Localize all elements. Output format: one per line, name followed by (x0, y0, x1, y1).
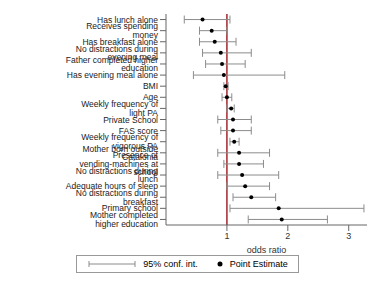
svg-text:1: 1 (224, 231, 229, 241)
svg-text:2: 2 (285, 231, 290, 241)
svg-text:BMI: BMI (143, 81, 158, 91)
svg-text:FAS score: FAS score (119, 126, 158, 136)
svg-text:Presence ofvending-machines at: Presence ofvending-machines atschool (80, 150, 159, 177)
svg-text:Age: Age (143, 92, 158, 102)
svg-text:Has lunch alone: Has lunch alone (97, 15, 158, 25)
svg-text:3: 3 (346, 231, 351, 241)
svg-text:odds ratio: odds ratio (247, 245, 287, 255)
